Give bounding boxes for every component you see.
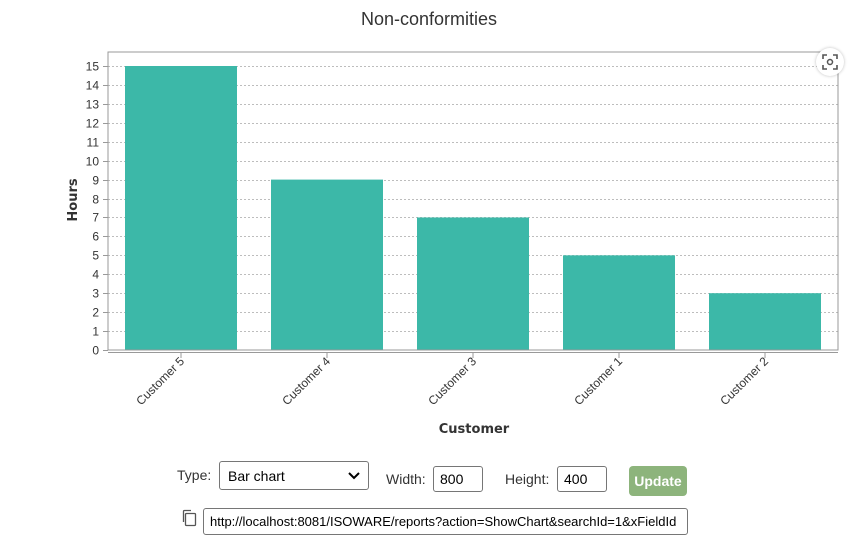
copy-icon[interactable] [180,509,198,527]
y-tick-label: 11 [87,136,100,150]
y-tick-label: 5 [92,249,99,263]
height-input[interactable]: 400 [557,466,607,492]
bar [417,217,529,350]
y-tick-label: 7 [92,211,99,225]
chevron-down-icon [348,471,360,479]
zoom-reset-button[interactable] [816,48,844,76]
width-input[interactable]: 800 [433,466,483,492]
chart-url-field[interactable]: http://localhost:8081/ISOWARE/reports?ac… [203,508,688,535]
x-tick-label: Customer 4 [279,354,333,408]
y-tick-label: 15 [86,60,100,74]
x-tick-label: Customer 1 [571,354,625,408]
bar [271,179,383,350]
y-tick-label: 12 [86,117,100,131]
width-label: Width: [386,471,426,487]
x-tick-label: Customer 3 [425,354,479,408]
y-tick-label: 9 [92,174,99,188]
plot-frame [107,51,839,351]
x-axis-title: Customer [439,422,510,437]
chart-title: Non-conformities [360,9,498,29]
y-tick-label: 14 [86,79,100,93]
chart-type-select[interactable]: Bar chart [219,461,369,490]
type-label: Type: [177,467,212,483]
y-tick-label: 2 [92,306,99,320]
y-tick-label: 4 [92,268,99,282]
y-tick-label: 8 [92,193,99,207]
y-tick-label: 6 [92,230,99,244]
x-tick-label: Customer 5 [133,354,187,408]
y-tick-label: 10 [86,155,100,169]
bars [125,66,821,350]
x-axis-ticks: Customer 5 Customer 4 Customer 3 Customer 1… [133,353,771,408]
axes [107,51,839,353]
y-tick-label: 0 [92,344,99,358]
bar [709,293,821,350]
update-button[interactable]: Update [629,466,687,496]
y-axis-title: Hours [66,178,81,221]
zoom-reset-icon [822,54,838,70]
bar [563,255,675,350]
chart-type-value: Bar chart [228,467,285,484]
bar [125,66,237,350]
y-tick-label: 1 [92,325,99,339]
y-tick-label: 13 [86,98,100,112]
x-tick-label: Customer 2 [717,354,771,408]
y-tick-label: 3 [92,287,99,301]
height-label: Height: [505,471,550,487]
